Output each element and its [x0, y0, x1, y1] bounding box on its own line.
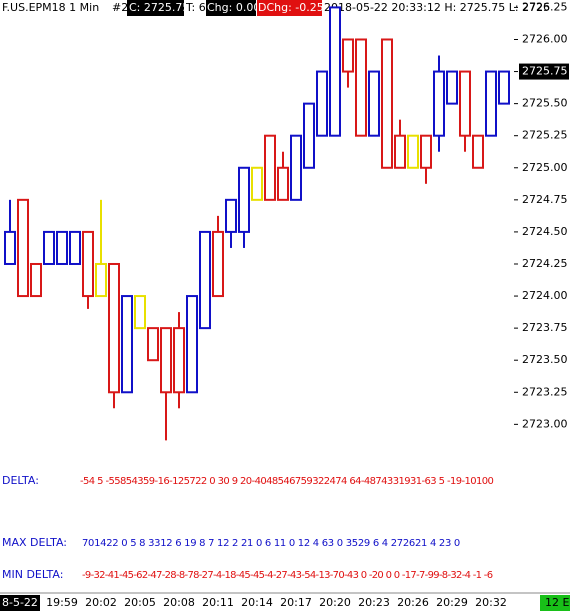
candle-body [186, 295, 198, 394]
candle-body [30, 262, 42, 298]
candle-body [147, 327, 159, 362]
candle-body [329, 6, 341, 137]
candle-body [446, 70, 458, 105]
candle-body [303, 102, 315, 169]
candle-body [82, 230, 94, 298]
last-bar-box [540, 595, 570, 611]
y-tick-label: 2723.25 [522, 385, 568, 398]
candle-body [394, 134, 406, 169]
x-tick-label: 20:14 [241, 596, 273, 609]
y-tick-label: 2726.25 [522, 0, 568, 13]
max-delta-values: 701422 0 5 8 3312 6 19 8 7 12 2 21 0 6 1… [82, 538, 460, 549]
y-tick-label: 2724.75 [522, 193, 568, 206]
y-tick-label: 2725.25 [522, 129, 568, 142]
last-price-label: 2725.75 [522, 65, 568, 78]
close: C: 2725.75 [129, 1, 189, 14]
candle-body [433, 70, 445, 137]
close-box [127, 0, 184, 16]
x-tick-label: 8-5-22 [2, 596, 38, 609]
candle-body [199, 230, 211, 330]
candle-body [355, 38, 367, 137]
x-tick-label: 20:05 [124, 596, 156, 609]
delta-label: DELTA: [2, 474, 39, 487]
candle-body [121, 295, 133, 394]
min-delta-label: MIN DELTA: [2, 568, 63, 581]
max-delta-label: MAX DELTA: [2, 536, 67, 549]
candle-body [212, 230, 224, 298]
candle-body [173, 327, 185, 394]
candle-body [43, 230, 55, 265]
y-tick-label: 2725.00 [522, 161, 568, 174]
candle-body [160, 327, 172, 394]
candle-body [498, 70, 510, 105]
y-tick-label: 2726.00 [522, 32, 568, 45]
y-tick-label: 2724.25 [522, 257, 568, 270]
y-tick-label: 2723.75 [522, 321, 568, 334]
candle-body [277, 166, 289, 201]
x-tick-label: 20:29 [436, 596, 468, 609]
candle-body [316, 70, 328, 137]
date-box [0, 595, 40, 611]
candle-body [420, 134, 432, 169]
x-tick-label: 20:11 [202, 596, 234, 609]
candle-body [472, 134, 484, 169]
candle-body [134, 295, 146, 330]
candle-body [56, 230, 68, 265]
candle-body [225, 198, 237, 233]
last-price-box [519, 63, 569, 80]
candle-body [342, 38, 354, 73]
candle-body [407, 134, 419, 169]
info: 2018-05-22 20:33:12 H: 2725.75 L: 2725 [324, 1, 550, 14]
x-tick-label: 20:26 [397, 596, 429, 609]
dchg: DChg: -0.25 [258, 1, 324, 14]
candle-body [95, 262, 107, 298]
candle-body [251, 166, 263, 201]
candle-body [17, 198, 29, 298]
y-tick-label: 2724.50 [522, 225, 568, 238]
chart-number: #2 [112, 1, 128, 14]
x-tick-label: 20:20 [319, 596, 351, 609]
symbol: F.US.EPM18 1 Min [2, 1, 99, 14]
dchg-box [257, 0, 322, 16]
x-tick-label: 20:32 [475, 596, 507, 609]
candle-body [381, 38, 393, 169]
last-bar-label: 12 E [545, 596, 569, 609]
candle-body [485, 70, 497, 137]
chg-box [206, 0, 256, 16]
x-tick-label: 20:17 [280, 596, 312, 609]
x-tick-label: 20:08 [163, 596, 195, 609]
candle-body [368, 70, 380, 137]
candle-body [459, 70, 471, 137]
candle-body [4, 230, 16, 265]
x-tick-label: 20:23 [358, 596, 390, 609]
x-tick-label: 20:02 [85, 596, 117, 609]
candle-body [290, 134, 302, 201]
chg: Chg: 0.00 [207, 1, 260, 14]
x-tick-label: 19:59 [46, 596, 78, 609]
candle-body [238, 166, 250, 233]
y-tick-label: 2724.00 [522, 289, 568, 302]
y-tick-label: 2725.50 [522, 97, 568, 110]
candle-body [108, 262, 120, 394]
delta-values: -54 5 -55854359-16-125722 0 30 9 20-4048… [80, 476, 494, 487]
trades: T: 6 [185, 1, 206, 14]
candle-body [69, 230, 81, 265]
y-tick-label: 2723.50 [522, 353, 568, 366]
candle-body [264, 134, 276, 201]
min-delta-values: -9-32-41-45-62-47-28-8-78-27-4-18-45-45-… [82, 570, 493, 581]
y-tick-label: 2723.00 [522, 417, 568, 430]
